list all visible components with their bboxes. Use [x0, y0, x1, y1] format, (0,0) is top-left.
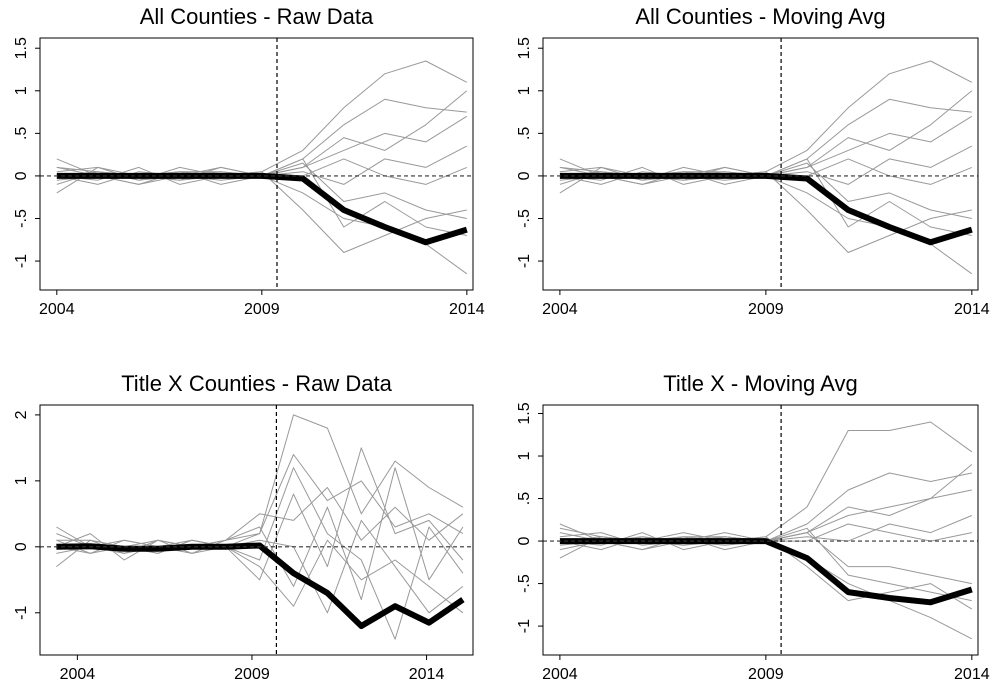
x-tick-label: 2014 — [409, 666, 445, 683]
county-line — [56, 454, 464, 554]
y-tick-label: -.5 — [516, 209, 533, 228]
y-tick-label: 1.5 — [13, 37, 30, 59]
y-tick-label: 1 — [516, 451, 533, 460]
county-line — [56, 467, 464, 640]
plot-area — [40, 405, 473, 655]
y-tick-label: 0 — [516, 171, 533, 180]
mean-line — [559, 172, 973, 246]
county-line — [559, 421, 973, 542]
panel-title: All Counties - Raw Data — [140, 4, 374, 29]
frame — [39, 37, 474, 291]
x-tick-label: 2014 — [954, 666, 990, 683]
county-line — [559, 158, 972, 236]
x-tick-label: 2014 — [954, 301, 990, 318]
plot-area — [543, 38, 978, 290]
x-tick-label: 2014 — [449, 301, 485, 318]
frame — [39, 404, 474, 656]
y-tick-label: 0 — [13, 542, 30, 551]
frame — [542, 37, 979, 291]
panel-title: All Counties - Moving Avg — [635, 4, 885, 29]
y-tick-label: 0 — [13, 171, 30, 180]
frame — [542, 404, 979, 656]
mean-line — [559, 538, 973, 606]
county-line — [56, 60, 468, 181]
y-tick-label: -1 — [13, 606, 30, 620]
county-line — [56, 166, 468, 275]
mean-line — [56, 542, 465, 629]
y-tick-label: 1.5 — [516, 402, 533, 424]
panel: Title X Counties - Raw Data 2 1 0 -1 2004 2009… — [13, 371, 474, 683]
y-tick-label: 1 — [516, 86, 533, 95]
x-tick-label: 2009 — [244, 301, 280, 318]
county-line — [559, 60, 973, 181]
mean-line — [56, 172, 468, 246]
y-tick-label: 1 — [13, 86, 30, 95]
panel-title: Title X Counties - Raw Data — [121, 371, 392, 396]
y-tick-label: .5 — [516, 492, 533, 505]
y-tick-label: -1 — [516, 254, 533, 268]
y-tick-label: 1.5 — [516, 37, 533, 59]
x-tick-label: 2004 — [39, 301, 75, 318]
x-tick-label: 2004 — [542, 666, 578, 683]
y-tick-label: 2 — [13, 410, 30, 419]
y-tick-label: .5 — [516, 127, 533, 140]
x-tick-label: 2004 — [542, 301, 578, 318]
x-tick-label: 2009 — [748, 301, 784, 318]
county-line — [56, 158, 467, 236]
plot-area — [543, 405, 978, 655]
panel: All Counties - Moving Avg1.51.50-.5-1200… — [516, 4, 990, 318]
x-tick-label: 2009 — [748, 666, 784, 683]
y-tick-label: -.5 — [13, 209, 30, 228]
y-tick-label: -.5 — [516, 574, 533, 593]
county-line — [559, 166, 973, 275]
panel-title: Title X - Moving Avg — [663, 371, 857, 396]
plot-area — [40, 38, 473, 290]
y-tick-label: .5 — [13, 127, 30, 140]
y-tick-label: -1 — [13, 254, 30, 268]
x-tick-label: 2004 — [60, 666, 96, 683]
x-tick-label: 2009 — [234, 666, 270, 683]
y-tick-label: 1 — [13, 476, 30, 485]
county-line — [56, 487, 464, 554]
y-tick-label: -1 — [516, 619, 533, 633]
y-tick-label: 0 — [516, 537, 533, 546]
